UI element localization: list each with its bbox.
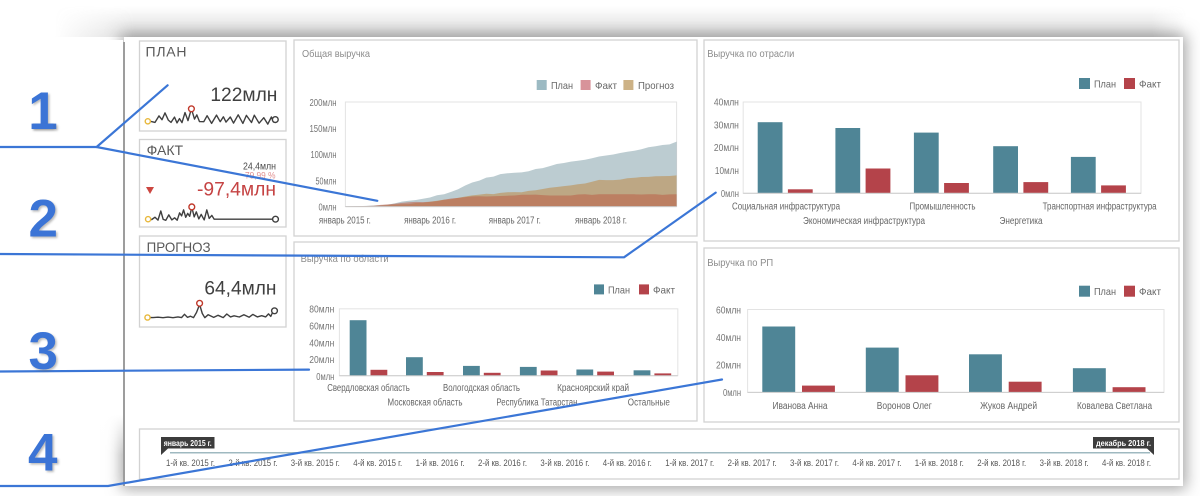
svg-text:30млн: 30млн [714,120,739,131]
svg-text:0млн: 0млн [721,189,739,200]
svg-text:Выручка по отрасли: Выручка по отрасли [707,48,794,60]
svg-text:План: План [551,81,573,92]
svg-text:Выручка по РП: Выручка по РП [707,257,773,269]
svg-text:Промышленность: Промышленность [910,202,976,213]
svg-text:Республика Татарстан: Республика Татарстан [496,397,577,409]
svg-text:3-й кв. 2016 г.: 3-й кв. 2016 г. [540,458,589,468]
svg-text:20млн: 20млн [716,360,741,371]
svg-text:ПЛАН: ПЛАН [146,44,187,60]
svg-text:40млн: 40млн [714,98,739,109]
svg-text:10млн: 10млн [715,166,739,177]
svg-text:3-й кв. 2018 г.: 3-й кв. 2018 г. [1040,458,1089,468]
svg-text:79,99 %: 79,99 % [245,170,276,181]
svg-text:0млн: 0млн [319,203,337,214]
svg-text:1-й кв. 2016 г.: 1-й кв. 2016 г. [416,458,465,468]
svg-text:План: План [608,285,630,296]
svg-text:2-й кв. 2016 г.: 2-й кв. 2016 г. [478,458,527,468]
svg-text:2: 2 [28,190,57,249]
svg-text:Общая выручка: Общая выручка [302,48,370,60]
svg-text:Остальные: Остальные [628,398,670,409]
svg-text:Энергетика: Энергетика [1000,216,1043,227]
svg-text:Вологодская область: Вологодская область [443,382,520,394]
svg-text:80млн: 80млн [309,305,334,316]
svg-text:январь 2015 г.: январь 2015 г. [319,216,371,227]
svg-text:3-й кв. 2015 г.: 3-й кв. 2015 г. [291,458,340,468]
svg-text:-97,4млн: -97,4млн [197,180,276,201]
svg-text:50млн: 50млн [316,176,337,187]
svg-text:Жуков Андрей: Жуков Андрей [980,401,1037,412]
svg-text:Ковалева Светлана: Ковалева Светлана [1077,401,1152,412]
svg-text:0млн: 0млн [723,388,741,399]
svg-text:40млн: 40млн [309,338,334,349]
svg-text:Факт: Факт [595,81,617,92]
svg-text:январь 2016 г.: январь 2016 г. [404,216,456,227]
svg-text:январь 2015 г.: январь 2015 г. [164,438,212,448]
svg-text:декабрь 2018 г.: декабрь 2018 г. [1096,438,1151,448]
svg-text:3-й кв. 2017 г.: 3-й кв. 2017 г. [790,458,839,468]
svg-text:Красноярский край: Красноярский край [557,383,629,394]
svg-text:4-й кв. 2018 г.: 4-й кв. 2018 г. [1102,458,1151,468]
svg-text:122млн: 122млн [210,85,277,106]
svg-text:150млн: 150млн [310,124,337,135]
svg-text:Социальная инфраструктура: Социальная инфраструктура [732,201,840,213]
svg-text:ПРОГНОЗ: ПРОГНОЗ [147,239,211,255]
svg-text:2-й кв. 2018 г.: 2-й кв. 2018 г. [977,458,1026,468]
svg-text:3: 3 [28,322,57,381]
svg-text:4-й кв. 2015 г.: 4-й кв. 2015 г. [353,458,402,468]
svg-text:Прогноз: Прогноз [638,81,674,92]
svg-text:Свердловская область: Свердловская область [327,382,410,394]
svg-text:1-й кв. 2018 г.: 1-й кв. 2018 г. [915,458,964,468]
svg-text:64,4млн: 64,4млн [204,279,276,300]
svg-text:1-й кв. 2015 г.: 1-й кв. 2015 г. [166,458,215,468]
svg-text:20млн: 20млн [714,143,739,154]
svg-text:24,4млн: 24,4млн [243,162,276,173]
svg-text:январь 2017 г.: январь 2017 г. [489,216,541,227]
svg-text:Экономическая инфраструктура: Экономическая инфраструктура [803,215,925,227]
svg-text:ФАКТ: ФАКТ [147,142,184,158]
svg-text:Факт: Факт [653,285,675,296]
svg-text:Воронов Олег: Воронов Олег [877,401,932,412]
svg-text:4-й кв. 2017 г.: 4-й кв. 2017 г. [852,458,901,468]
svg-text:Факт: Факт [1139,80,1161,91]
svg-text:60млн: 60млн [716,305,741,316]
svg-text:0млн: 0млн [316,372,334,383]
svg-text:Транспортная инфраструктура: Транспортная инфраструктура [1043,201,1157,213]
svg-text:1: 1 [28,82,57,141]
svg-text:1-й кв. 2017 г.: 1-й кв. 2017 г. [665,458,714,468]
svg-text:2-й кв. 2015 г.: 2-й кв. 2015 г. [228,458,277,468]
svg-text:40млн: 40млн [716,333,741,344]
svg-text:Московская область: Московская область [388,397,463,409]
svg-text:20млн: 20млн [309,355,334,366]
svg-text:План: План [1094,80,1116,91]
svg-text:4-й кв. 2016 г.: 4-й кв. 2016 г. [603,458,652,468]
svg-text:2-й кв. 2017 г.: 2-й кв. 2017 г. [728,458,777,468]
svg-text:200млн: 200млн [310,98,337,109]
svg-text:60млн: 60млн [309,321,334,332]
svg-text:Факт: Факт [1139,287,1161,298]
svg-text:январь 2018 г.: январь 2018 г. [575,216,627,227]
svg-text:План: План [1094,287,1116,298]
svg-text:4: 4 [28,424,58,483]
svg-text:Иванова Анна: Иванова Анна [773,401,828,412]
svg-text:100млн: 100млн [311,150,337,161]
